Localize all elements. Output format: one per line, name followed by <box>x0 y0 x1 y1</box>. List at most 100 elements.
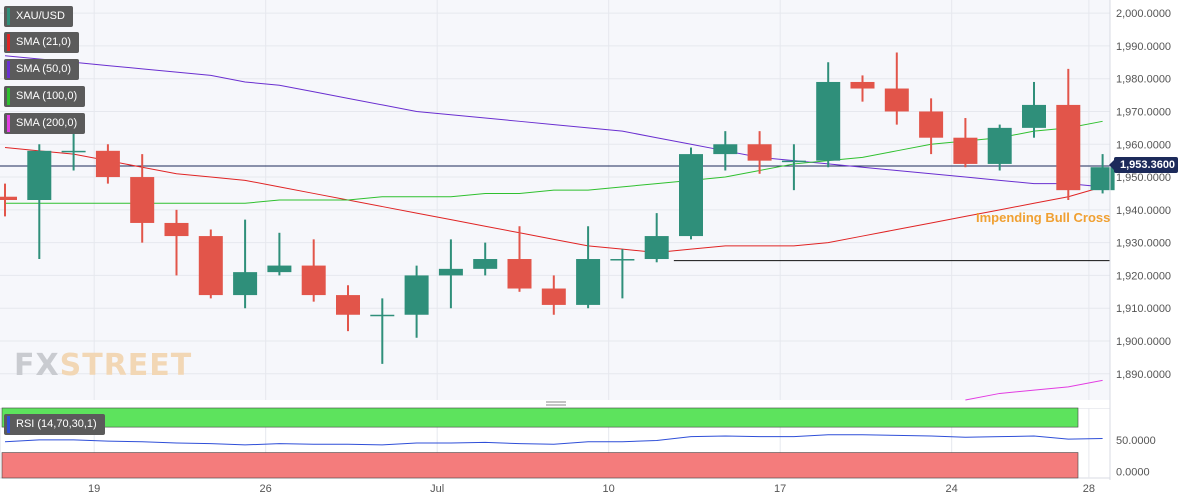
candle-10 <box>336 285 360 332</box>
legend-swatch-xauusd <box>7 8 10 25</box>
legend-label-sma-100: SMA (100,0) <box>16 90 78 102</box>
candle-13 <box>438 239 463 309</box>
logo-street: STREET <box>59 348 193 383</box>
candle-6 <box>198 229 223 299</box>
candle-body-15 <box>507 259 532 289</box>
y-tick-label-9: 1,980.0000 <box>1116 74 1171 86</box>
candle-5 <box>164 209 189 276</box>
candle-body-1 <box>27 150 52 200</box>
candle-body-29 <box>987 127 1012 164</box>
candle-body-6 <box>198 236 223 296</box>
logo-fx: FX <box>14 348 60 383</box>
sma-line-2 <box>5 120 1103 204</box>
candle-4 <box>130 154 155 243</box>
candle-body-13 <box>438 268 463 276</box>
current-price-badge: 1,953.3600 <box>1109 157 1178 173</box>
candle-body-16 <box>541 288 566 305</box>
candle-body-27 <box>919 111 944 138</box>
candle-15 <box>507 226 532 292</box>
candle-8 <box>267 232 292 276</box>
legend-label-xauusd: XAU/USD <box>16 10 65 22</box>
candle-body-18 <box>610 259 635 261</box>
legend-label-sma-200: SMA (200,0) <box>16 117 78 129</box>
legend-sma-50[interactable]: SMA (50,0) <box>4 59 80 80</box>
price-badge-arrow <box>1109 160 1114 170</box>
candle-body-21 <box>713 144 738 155</box>
candle-body-30 <box>1022 104 1046 128</box>
candle-body-0 <box>0 196 17 200</box>
candle-0 <box>0 183 17 217</box>
price-plot-area <box>0 0 1110 400</box>
y-tick-label-7: 1,960.0000 <box>1116 139 1171 151</box>
candle-body-25 <box>850 81 875 89</box>
candle-31 <box>1056 68 1081 200</box>
sma-line-0 <box>4 147 1103 253</box>
candle-2 <box>61 131 86 171</box>
candle-25 <box>850 75 875 102</box>
legend-sma-100[interactable]: SMA (100,0) <box>4 86 86 107</box>
rsi-y-tick-label-0: 50.0000 <box>1116 435 1156 447</box>
x-tick-label-4: 10 <box>603 483 615 495</box>
candle-27 <box>919 98 944 155</box>
candle-body-23 <box>781 160 806 163</box>
candle-body-3 <box>95 150 120 178</box>
candle-body-2 <box>61 150 86 153</box>
x-tick-label-2: 26 <box>260 483 272 495</box>
candle-body-10 <box>336 295 360 315</box>
candle-12 <box>404 265 429 338</box>
legend-sma-21[interactable]: SMA (21,0) <box>4 32 80 53</box>
x-tick-label-1: 19 <box>88 483 100 495</box>
y-tick-label-0: 1,890.0000 <box>1116 369 1171 381</box>
candle-1 <box>27 144 52 260</box>
candle-body-26 <box>884 88 909 112</box>
x-tick-label-3: Jul <box>430 483 444 495</box>
candle-20 <box>679 147 703 240</box>
candle-body-22 <box>747 144 772 161</box>
current-price-value: 1,953.3600 <box>1120 159 1176 171</box>
legend-xauusd[interactable]: XAU/USD <box>4 6 73 27</box>
legend-swatch-sma-100 <box>7 88 10 105</box>
candle-21 <box>713 131 738 171</box>
candle-body-17 <box>576 259 601 305</box>
candle-body-8 <box>267 265 292 273</box>
rsi-band-1 <box>1 452 1079 479</box>
candle-body-9 <box>301 265 326 296</box>
panel-separator <box>0 400 1110 408</box>
legend-swatch-sma-200 <box>7 115 10 132</box>
candle-11 <box>370 298 395 364</box>
candle-body-11 <box>370 314 395 317</box>
candle-body-32 <box>1090 167 1115 191</box>
sma-line-1 <box>4 55 1103 188</box>
candle-body-24 <box>816 81 841 161</box>
candle-22 <box>747 131 772 174</box>
candle-17 <box>576 226 601 309</box>
candle-body-20 <box>679 154 703 237</box>
candle-body-4 <box>130 177 155 223</box>
rsi-legend[interactable]: RSI (14,70,30,1) <box>4 414 105 435</box>
candle-28 <box>953 118 978 168</box>
y-tick-label-1: 1,900.0000 <box>1116 336 1171 348</box>
rsi-legend-label: RSI (14,70,30,1) <box>16 418 97 430</box>
x-tick-label-7: 28 <box>1083 483 1095 495</box>
y-tick-label-5: 1,940.0000 <box>1116 205 1171 217</box>
legend-label-sma-21: SMA (21,0) <box>16 36 72 48</box>
candle-14 <box>473 242 498 276</box>
y-tick-label-11: 2,000.0000 <box>1116 8 1171 20</box>
legend-sma-200[interactable]: SMA (200,0) <box>4 113 86 134</box>
y-tick-label-2: 1,910.0000 <box>1116 303 1171 315</box>
candle-body-5 <box>164 222 189 237</box>
candle-body-31 <box>1056 104 1081 191</box>
candle-32 <box>1090 154 1115 194</box>
candle-30 <box>1022 81 1046 138</box>
candle-body-14 <box>473 259 498 269</box>
candle-9 <box>301 239 326 302</box>
y-tick-label-8: 1,970.0000 <box>1116 106 1171 118</box>
candle-26 <box>884 52 909 125</box>
sma-line-3 <box>965 379 1103 401</box>
candle-7 <box>233 219 258 309</box>
candle-24 <box>816 62 841 168</box>
y-tick-label-6: 1,950.0000 <box>1116 172 1171 184</box>
candle-18 <box>610 249 635 299</box>
